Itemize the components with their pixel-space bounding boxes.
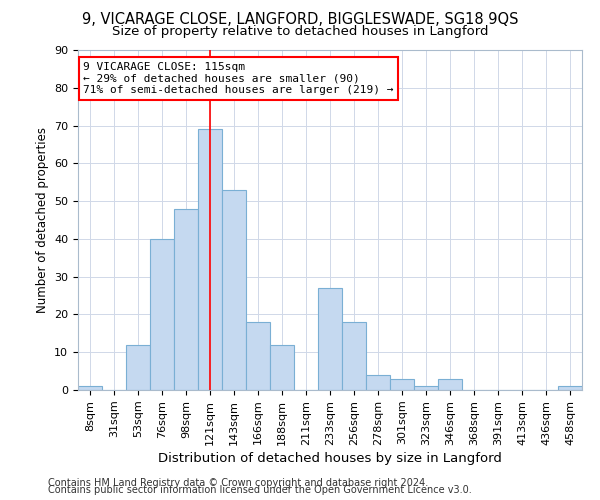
Y-axis label: Number of detached properties: Number of detached properties — [35, 127, 49, 313]
Text: Size of property relative to detached houses in Langford: Size of property relative to detached ho… — [112, 25, 488, 38]
Bar — [342, 322, 366, 390]
Bar — [198, 130, 222, 390]
Bar — [414, 386, 438, 390]
Text: Contains HM Land Registry data © Crown copyright and database right 2024.: Contains HM Land Registry data © Crown c… — [48, 478, 428, 488]
Bar — [390, 378, 414, 390]
Bar — [78, 386, 102, 390]
X-axis label: Distribution of detached houses by size in Langford: Distribution of detached houses by size … — [158, 452, 502, 465]
Bar — [222, 190, 246, 390]
Bar — [246, 322, 270, 390]
Text: 9 VICARAGE CLOSE: 115sqm
← 29% of detached houses are smaller (90)
71% of semi-d: 9 VICARAGE CLOSE: 115sqm ← 29% of detach… — [83, 62, 394, 95]
Bar — [126, 344, 150, 390]
Bar — [558, 386, 582, 390]
Text: 9, VICARAGE CLOSE, LANGFORD, BIGGLESWADE, SG18 9QS: 9, VICARAGE CLOSE, LANGFORD, BIGGLESWADE… — [82, 12, 518, 28]
Bar — [438, 378, 462, 390]
Bar — [366, 375, 390, 390]
Bar — [270, 344, 294, 390]
Bar — [150, 239, 174, 390]
Text: Contains public sector information licensed under the Open Government Licence v3: Contains public sector information licen… — [48, 485, 472, 495]
Bar — [318, 288, 342, 390]
Bar — [174, 208, 198, 390]
